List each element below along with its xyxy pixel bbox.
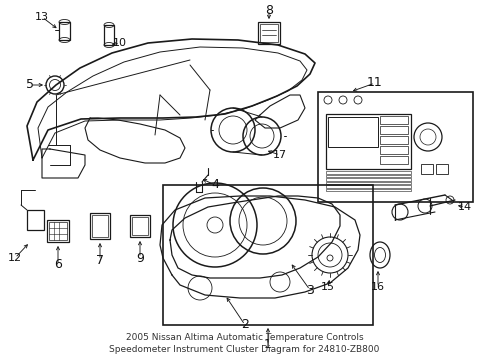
Bar	[379, 116, 407, 124]
Bar	[90, 213, 110, 239]
Bar	[379, 136, 407, 144]
Bar	[47, 220, 69, 242]
Text: 9: 9	[136, 252, 143, 265]
Text: 2: 2	[241, 319, 248, 332]
Bar	[379, 146, 407, 154]
Bar	[92, 215, 108, 237]
Bar	[379, 156, 407, 164]
Text: 3: 3	[305, 284, 313, 297]
Text: 17: 17	[272, 150, 286, 160]
Bar	[260, 24, 278, 42]
Text: 15: 15	[320, 282, 334, 292]
Text: 8: 8	[264, 4, 272, 17]
Bar	[132, 217, 148, 235]
Text: 10: 10	[113, 38, 127, 48]
Text: 12: 12	[8, 253, 22, 263]
Text: 16: 16	[370, 282, 384, 292]
Bar	[435, 164, 447, 174]
Bar	[49, 222, 67, 240]
Bar	[325, 189, 410, 191]
Bar	[420, 164, 432, 174]
Bar	[325, 185, 410, 188]
Bar	[317, 92, 472, 202]
Bar	[325, 181, 410, 184]
Bar	[163, 185, 372, 325]
Bar	[327, 117, 377, 147]
Bar	[325, 171, 410, 174]
Text: 4: 4	[211, 179, 219, 192]
Bar	[258, 22, 280, 44]
Bar	[325, 178, 410, 180]
Text: 11: 11	[366, 77, 382, 90]
Bar	[379, 126, 407, 134]
Text: 5: 5	[26, 78, 34, 91]
Bar	[59, 22, 70, 40]
Bar	[27, 210, 44, 230]
Bar	[130, 215, 150, 237]
Text: 13: 13	[35, 12, 49, 22]
Text: 2005 Nissan Altima Automatic Temperature Controls
Speedometer Instrument Cluster: 2005 Nissan Altima Automatic Temperature…	[109, 333, 379, 354]
Bar	[104, 25, 114, 45]
Text: 14: 14	[457, 202, 471, 212]
Bar	[325, 114, 410, 169]
Bar	[325, 175, 410, 177]
Text: 6: 6	[54, 258, 62, 271]
Text: 7: 7	[96, 253, 104, 266]
Text: 1: 1	[264, 338, 271, 351]
